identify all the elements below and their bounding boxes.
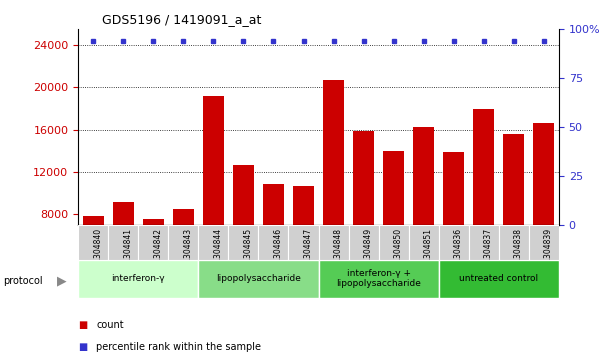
Text: GSM1304838: GSM1304838 (514, 228, 523, 279)
Text: count: count (96, 320, 124, 330)
Text: GDS5196 / 1419091_a_at: GDS5196 / 1419091_a_at (102, 13, 261, 26)
Text: untreated control: untreated control (459, 274, 538, 283)
Bar (168, 225, 198, 260)
Text: interferon-γ +
lipopolysaccharide: interferon-γ + lipopolysaccharide (336, 269, 421, 288)
Text: GSM1304847: GSM1304847 (304, 228, 313, 279)
Bar (353, 131, 374, 299)
Bar (83, 216, 104, 299)
Text: protocol: protocol (3, 276, 43, 286)
Text: GSM1304846: GSM1304846 (273, 228, 282, 279)
Bar (198, 260, 319, 298)
Bar (469, 225, 499, 260)
Bar (143, 219, 164, 299)
Text: GSM1304836: GSM1304836 (454, 228, 463, 279)
Text: GSM1304841: GSM1304841 (123, 228, 132, 279)
Bar (439, 225, 469, 260)
Bar (203, 96, 224, 299)
Bar (263, 184, 284, 299)
Text: GSM1304837: GSM1304837 (484, 228, 493, 279)
Bar (349, 225, 379, 260)
Bar (383, 151, 404, 299)
Bar (534, 123, 555, 299)
Bar (413, 127, 435, 299)
Text: percentile rank within the sample: percentile rank within the sample (96, 342, 261, 352)
Text: GSM1304848: GSM1304848 (334, 228, 343, 279)
Bar (474, 109, 495, 299)
Text: GSM1304850: GSM1304850 (394, 228, 403, 279)
Text: ■: ■ (78, 320, 87, 330)
Text: GSM1304845: GSM1304845 (243, 228, 252, 279)
Bar (113, 202, 134, 299)
Bar (504, 134, 525, 299)
Bar (108, 225, 138, 260)
Text: ■: ■ (78, 342, 87, 352)
Bar (78, 225, 108, 260)
Bar (258, 225, 288, 260)
Text: GSM1304842: GSM1304842 (153, 228, 162, 279)
Bar (288, 225, 319, 260)
Text: GSM1304849: GSM1304849 (364, 228, 373, 279)
Bar (138, 225, 168, 260)
Bar (439, 260, 559, 298)
Bar (173, 209, 194, 299)
Bar (198, 225, 228, 260)
Bar (78, 260, 198, 298)
Bar (529, 225, 559, 260)
Text: GSM1304843: GSM1304843 (183, 228, 192, 279)
Bar (499, 225, 529, 260)
Bar (323, 80, 344, 299)
Bar (379, 225, 409, 260)
Bar (319, 260, 439, 298)
Text: GSM1304840: GSM1304840 (93, 228, 102, 279)
Bar (444, 152, 465, 299)
Bar (319, 225, 349, 260)
Text: lipopolysaccharide: lipopolysaccharide (216, 274, 301, 283)
Text: interferon-γ: interferon-γ (111, 274, 165, 283)
Bar (228, 225, 258, 260)
Bar (293, 186, 314, 299)
Bar (409, 225, 439, 260)
Text: GSM1304839: GSM1304839 (544, 228, 553, 279)
Text: GSM1304844: GSM1304844 (213, 228, 222, 279)
Text: ▶: ▶ (57, 275, 67, 288)
Bar (233, 165, 254, 299)
Text: GSM1304851: GSM1304851 (424, 228, 433, 279)
